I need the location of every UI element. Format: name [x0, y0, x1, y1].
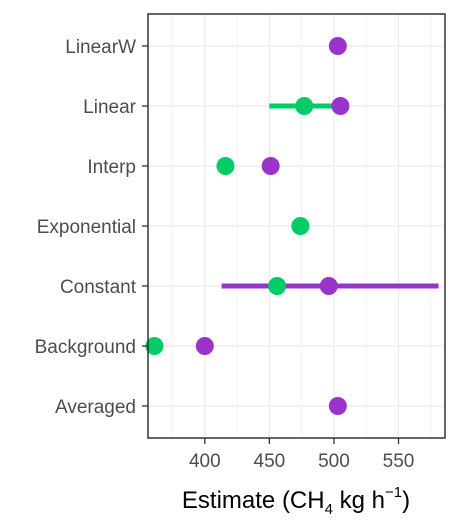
data-point	[216, 157, 235, 175]
x-axis-title-subscript: 4	[325, 501, 333, 518]
data-point	[145, 337, 164, 355]
data-point	[328, 397, 347, 415]
data-point	[295, 97, 314, 115]
x-tick-label: 400	[189, 451, 221, 472]
data-point	[291, 217, 310, 235]
y-axis: LinearW Linear Interp Exponential Constant Ba…	[35, 37, 148, 418]
y-tick-label: Linear	[83, 97, 136, 118]
x-axis-title-superscript: −1	[385, 484, 402, 501]
y-tick-label: Averaged	[55, 397, 136, 418]
x-tick-label: 500	[318, 451, 350, 472]
x-axis: 400 450 500 550	[189, 438, 414, 472]
data-point	[268, 277, 287, 295]
data-point	[261, 157, 280, 175]
y-tick-label: Background	[35, 337, 136, 358]
y-tick-label: Constant	[60, 277, 137, 298]
y-tick-label: Interp	[87, 157, 136, 178]
x-axis-title: Estimate (CH4 kg h−1)	[182, 484, 410, 518]
data-points	[145, 37, 350, 415]
data-point	[319, 277, 338, 295]
x-tick-label: 550	[383, 451, 415, 472]
data-point	[328, 37, 347, 55]
x-tick-label: 450	[254, 451, 286, 472]
data-point	[195, 337, 214, 355]
y-tick-label: Exponential	[37, 217, 136, 238]
data-point	[331, 97, 350, 115]
y-tick-label: LinearW	[65, 37, 136, 58]
